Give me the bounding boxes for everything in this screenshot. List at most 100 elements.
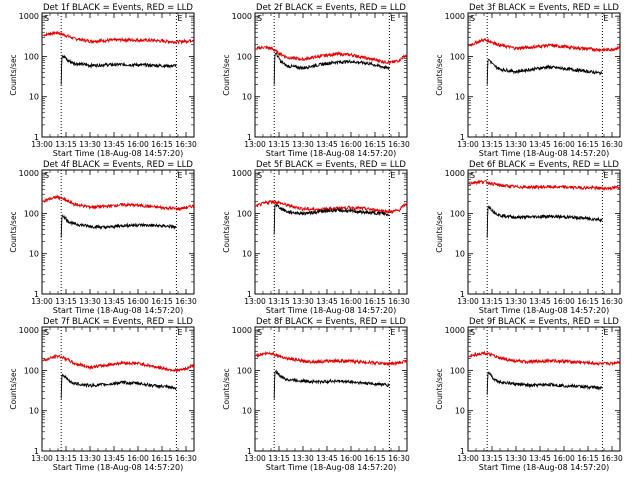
x-tick-label: 13:45 xyxy=(316,140,338,149)
chart-title: Det 3f BLACK = Events, RED = LLD xyxy=(469,3,619,13)
y-axis-label: Counts/sec xyxy=(435,211,444,252)
x-tick-label: 13:00 xyxy=(244,454,266,463)
x-axis-label: Start Time (18-Aug-08 14:57:20) xyxy=(53,463,184,472)
x-tick-label: 16:30 xyxy=(175,297,197,306)
end-marker-label: E xyxy=(177,14,182,23)
x-tick-label: 13:15 xyxy=(55,297,77,306)
x-tick-label: 13:00 xyxy=(457,297,479,306)
x-tick-label: 13:45 xyxy=(529,454,551,463)
x-axis-label: Start Time (18-Aug-08 14:57:20) xyxy=(266,463,397,472)
chart-title: Det 7f BLACK = Events, RED = LLD xyxy=(43,317,193,327)
chart-title: Det 6f BLACK = Events, RED = LLD xyxy=(469,160,619,170)
y-tick-label: 10 xyxy=(29,407,39,416)
x-tick-label: 16:15 xyxy=(577,454,599,463)
x-axis-label: Start Time (18-Aug-08 14:57:20) xyxy=(266,306,397,315)
events-series-line xyxy=(273,369,390,399)
x-tick-label: 16:15 xyxy=(364,297,386,306)
y-axis-label: Counts/sec xyxy=(435,368,444,409)
x-tick-label: 13:45 xyxy=(529,297,551,306)
y-tick-label: 10 xyxy=(242,407,252,416)
x-tick-label: 16:30 xyxy=(175,140,197,149)
x-tick-label: 16:00 xyxy=(127,297,149,306)
x-tick-label: 13:00 xyxy=(31,140,53,149)
start-marker-label: S xyxy=(257,328,262,337)
y-tick-label: 1000 xyxy=(19,12,39,21)
x-tick-label: 13:00 xyxy=(457,140,479,149)
events-series-line xyxy=(60,213,177,238)
x-tick-label: 13:45 xyxy=(103,454,125,463)
y-tick-label: 100 xyxy=(24,366,39,375)
end-marker-label: E xyxy=(603,171,608,180)
x-tick-label: 16:00 xyxy=(340,297,362,306)
x-tick-label: 16:00 xyxy=(553,140,575,149)
start-marker-label: S xyxy=(44,328,49,337)
x-tick-label: 13:15 xyxy=(55,140,77,149)
y-tick-label: 100 xyxy=(237,366,252,375)
x-tick-label: 16:15 xyxy=(151,454,173,463)
chart-panel-6: Det 6f BLACK = Events, RED = LLD 1 10 100 10… xyxy=(435,160,623,315)
plot-frame xyxy=(41,12,195,138)
events-series-line xyxy=(486,205,603,238)
end-marker-label: E xyxy=(603,328,608,337)
x-tick-label: 13:45 xyxy=(316,454,338,463)
y-tick-label: 1 xyxy=(247,133,252,142)
y-tick-label: 1 xyxy=(460,447,465,456)
lld-series-line xyxy=(467,350,621,367)
start-marker-label: S xyxy=(44,14,49,23)
start-marker-label: S xyxy=(470,328,475,337)
chart-panel-2: Det 2f BLACK = Events, RED = LLD 1 10 100 10… xyxy=(222,3,410,158)
x-axis-label: Start Time (18-Aug-08 14:57:20) xyxy=(266,149,397,158)
plot-frame xyxy=(254,326,408,452)
lld-series-line xyxy=(467,37,621,53)
chart-panel-1: Det 1f BLACK = Events, RED = LLD 1 10 100 10… xyxy=(9,3,197,158)
x-axis-label: Start Time (18-Aug-08 14:57:20) xyxy=(479,306,610,315)
y-axis-label: Counts/sec xyxy=(9,368,18,409)
x-tick-label: 16:00 xyxy=(127,140,149,149)
x-tick-label: 13:15 xyxy=(481,140,503,149)
chart-title: Det 5f BLACK = Events, RED = LLD xyxy=(256,160,406,170)
plot-frame xyxy=(467,12,621,138)
x-tick-label: 13:45 xyxy=(103,140,125,149)
chart-panel-9: Det 9f BLACK = Events, RED = LLD 1 10 100 10… xyxy=(435,317,623,472)
chart-title: Det 8f BLACK = Events, RED = LLD xyxy=(256,317,406,327)
y-tick-label: 10 xyxy=(455,250,465,259)
lld-series-line xyxy=(41,354,195,373)
y-tick-label: 100 xyxy=(450,209,465,218)
lld-series-line xyxy=(254,44,408,66)
start-marker-label: S xyxy=(470,171,475,180)
x-tick-label: 16:15 xyxy=(151,297,173,306)
x-tick-label: 13:00 xyxy=(244,140,266,149)
start-marker-label: S xyxy=(257,171,262,180)
x-tick-label: 16:00 xyxy=(553,297,575,306)
y-tick-label: 1 xyxy=(34,447,39,456)
chart-title: Det 9f BLACK = Events, RED = LLD xyxy=(469,317,619,327)
chart-panel-4: Det 4f BLACK = Events, RED = LLD 1 10 100 10… xyxy=(9,160,197,315)
x-tick-label: 13:15 xyxy=(481,297,503,306)
x-tick-label: 13:30 xyxy=(292,140,314,149)
y-axis-label: Counts/sec xyxy=(222,211,231,252)
plot-frame xyxy=(467,326,621,452)
x-tick-label: 13:30 xyxy=(505,297,527,306)
x-tick-label: 13:15 xyxy=(268,454,290,463)
chart-title: Det 4f BLACK = Events, RED = LLD xyxy=(43,160,193,170)
y-tick-label: 10 xyxy=(29,250,39,259)
end-marker-label: E xyxy=(177,171,182,180)
chart-panel-8: Det 8f BLACK = Events, RED = LLD 1 10 100 10… xyxy=(222,317,410,472)
x-tick-label: 13:30 xyxy=(505,454,527,463)
y-tick-label: 1000 xyxy=(232,326,252,335)
x-tick-label: 16:00 xyxy=(340,140,362,149)
y-tick-label: 100 xyxy=(24,52,39,61)
y-tick-label: 100 xyxy=(450,366,465,375)
chart-panel-5: Det 5f BLACK = Events, RED = LLD 1 10 100 10… xyxy=(222,160,410,315)
y-tick-label: 100 xyxy=(237,209,252,218)
x-axis-label: Start Time (18-Aug-08 14:57:20) xyxy=(53,149,184,158)
x-tick-label: 13:45 xyxy=(103,297,125,306)
x-tick-label: 16:15 xyxy=(364,140,386,149)
y-axis-label: Counts/sec xyxy=(435,54,444,95)
events-series-line xyxy=(486,58,603,85)
y-tick-label: 10 xyxy=(455,407,465,416)
x-tick-label: 13:15 xyxy=(481,454,503,463)
x-tick-label: 16:15 xyxy=(577,297,599,306)
plot-frame xyxy=(41,169,195,295)
